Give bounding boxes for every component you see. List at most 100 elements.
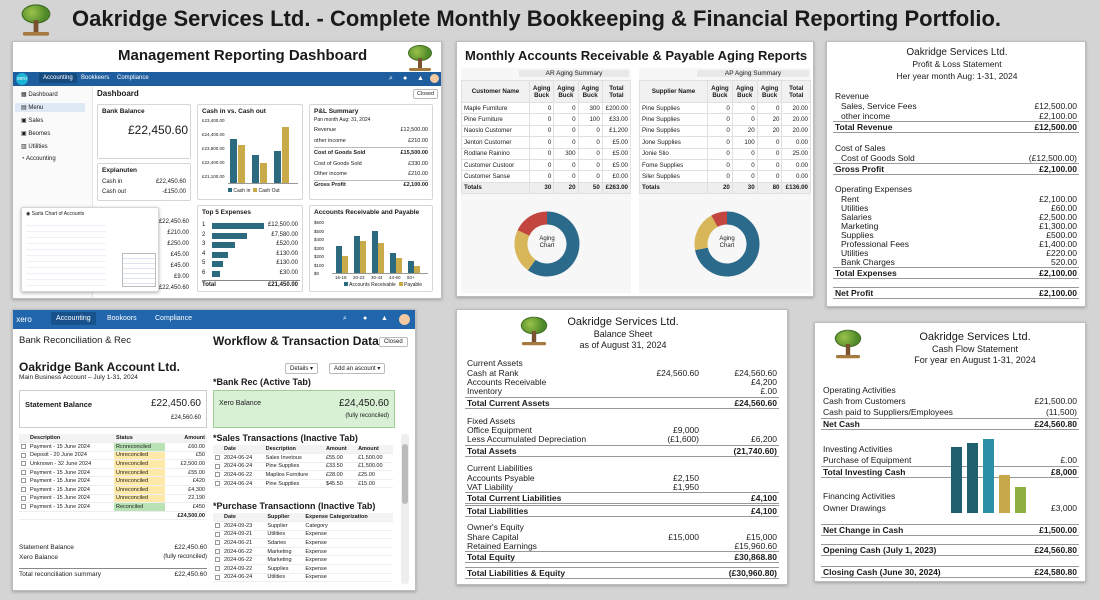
balance-line-label: Total Liabilities & Equity <box>467 568 566 578</box>
table-row[interactable]: 2024-09-21 Utilities Expense <box>213 530 393 540</box>
chart-of-accounts-card: ◉ Sarla Chart of Accounts <box>21 207 159 292</box>
column-header: Aging Buck <box>553 80 579 103</box>
table-row[interactable]: 2024-09-22 Supplies Expense <box>213 564 393 574</box>
balance-line-value: (21,740.60) <box>733 446 777 456</box>
row-checkbox[interactable] <box>215 454 220 460</box>
table-row[interactable]: Payment - 15 June 2024 Rcnreconciled £60.0… <box>19 442 207 452</box>
balance-line-subvalue: £1,950 <box>673 482 699 492</box>
row-checkbox[interactable] <box>21 469 26 475</box>
row-checkbox[interactable] <box>215 531 220 537</box>
help-icon[interactable]: ● <box>403 75 408 82</box>
row-checkbox[interactable] <box>21 478 26 484</box>
purchase-tab[interactable]: *Purchase Transactionn (Inactive Tab) <box>213 501 376 511</box>
row-checkbox[interactable] <box>215 472 220 478</box>
row-checkbox[interactable] <box>215 548 220 554</box>
chart-of-accounts-title: ◉ Sarla Chart of Accounts <box>26 211 85 217</box>
table-cell: £1,500.00 <box>356 453 393 463</box>
page-title: Oakridge Services Ltd. - Complete Monthl… <box>72 6 1002 31</box>
table-row[interactable]: Payment - 15 June 2024 Unreconciled £4,300 <box>19 485 207 495</box>
table-row[interactable]: Unknown - 32 June 2024 Unreconciled £2,500… <box>19 459 207 469</box>
pl-row-value: £210.00 <box>408 171 428 177</box>
xero-logo[interactable]: xero <box>16 315 32 324</box>
scrollbar[interactable] <box>401 434 409 584</box>
search-icon[interactable]: ⌕ <box>389 75 393 82</box>
row-checkbox[interactable] <box>215 522 220 528</box>
tab-compliance[interactable]: Compliance <box>117 75 149 81</box>
table-cell: Payment - 15 June 2024 <box>28 476 115 487</box>
help-icon[interactable]: ● <box>363 315 368 322</box>
add-account-dropdown[interactable]: Add an ascount ▾ <box>329 363 386 374</box>
table-row[interactable]: Payment - 15 June 2024 Unreconciled 22,190 <box>19 494 207 504</box>
table-row[interactable]: 2024-06-22 Marketing Expense <box>213 547 393 557</box>
row-checkbox[interactable] <box>215 463 220 469</box>
cashflow-line-label: Total Investing Cash <box>823 467 906 477</box>
table-row[interactable]: 2024-06-24 Sales Invetous £55.00 £1,500.00 <box>213 453 393 463</box>
closed-button[interactable]: Closed <box>379 337 408 347</box>
table-row[interactable]: 2024-06-24 Pine Supplies $45.50 £15.00 <box>213 479 393 489</box>
table-row[interactable]: 2024-06-21 Sdaries Expense <box>213 538 393 548</box>
row-checkbox[interactable] <box>21 461 26 467</box>
avatar[interactable] <box>430 74 439 83</box>
sidebar-item-sales[interactable]: ▣ Sales <box>21 118 44 124</box>
top5-total-value: £21,450.00 <box>267 282 298 288</box>
sidebar-item-menu[interactable]: ▤ Menu <box>15 103 85 112</box>
row-checkbox[interactable] <box>215 480 220 486</box>
row-checkbox[interactable] <box>21 443 26 449</box>
pl-line-value: £60.00 <box>1051 203 1077 213</box>
table-cell: £28.00 <box>323 470 357 480</box>
row-checkbox[interactable] <box>215 557 220 563</box>
pl-line-label: Bank Charges <box>841 257 895 267</box>
tab-accounting[interactable]: Accounting <box>39 73 77 83</box>
pl-line-value: 520.00 <box>1051 257 1077 267</box>
sidebar-item-accounting[interactable]: ◔ Accounting <box>21 156 56 162</box>
sidebar-item-utilities[interactable]: ▥ Utilities <box>21 144 48 150</box>
cashflow-line-value: £24,560.80 <box>1034 419 1077 429</box>
table-row[interactable]: 2024-06-22 Maplios Furniture £28.00 £25.00 <box>213 470 393 480</box>
row-checkbox[interactable] <box>21 504 26 510</box>
pl-row-label: other income <box>314 137 346 144</box>
cash-bar <box>260 163 267 183</box>
table-total-row: Totals 20 30 80 £136.00 <box>639 181 811 195</box>
details-dropdown[interactable]: Details ▾ <box>285 363 319 374</box>
dashboard-panel: Management Reporting Dashboard xero Acco… <box>12 41 442 299</box>
row-checkbox[interactable] <box>215 565 220 571</box>
table-row[interactable]: 2024-06-24 Utilities Expense <box>213 573 393 583</box>
xero-balance-box: Xero Balance £24,450.60 (fully reconcile… <box>213 390 395 428</box>
tab-bookkeers[interactable]: Bookkeers <box>81 75 110 81</box>
table-cell: 0 <box>528 158 555 172</box>
column-header: Status <box>114 434 166 444</box>
row-checkbox[interactable] <box>215 574 220 580</box>
table-row[interactable]: 2024-09-23 Supplier Category <box>213 521 393 531</box>
closed-button[interactable]: Closed <box>413 89 439 99</box>
accounts-list <box>26 220 106 288</box>
bank-rec-tab[interactable]: *Bank Rec (Active Tab) <box>213 377 311 387</box>
balance-line-label: Total Current Liabilities <box>467 493 562 503</box>
donut-slice <box>711 211 728 228</box>
row-checkbox[interactable] <box>215 540 220 546</box>
sidebar-item-beomes[interactable]: ▣ Beomes <box>21 131 51 137</box>
arap-title: Accounts Receivable and Payable <box>314 209 420 216</box>
table-cell: 0 <box>756 136 783 149</box>
row-checkbox[interactable] <box>21 452 26 458</box>
tab-bookoors[interactable]: Bookoors <box>107 315 137 322</box>
xero-logo[interactable]: xero <box>16 73 28 85</box>
avatar[interactable] <box>399 314 410 325</box>
table-row[interactable]: Deposit - 20 June 2024 Unreconciled £50 <box>19 451 207 461</box>
search-icon[interactable]: ⌕ <box>343 315 347 322</box>
row-checkbox[interactable] <box>21 495 26 501</box>
tab-accounting[interactable]: Accounting <box>51 312 96 325</box>
table-row[interactable]: Payment - 15 June 2024 Unreconciled £420 <box>19 476 207 487</box>
row-checkbox[interactable] <box>21 486 26 492</box>
tab-compliance[interactable]: Compliance <box>155 315 192 322</box>
table-row[interactable]: 2024-06-22 Marketing Expense <box>213 555 393 566</box>
bell-icon[interactable]: ▲ <box>381 315 388 322</box>
sidebar-item-dashboard[interactable]: ▦ Dashboard <box>21 92 58 98</box>
bell-icon[interactable]: ▲ <box>417 75 424 82</box>
balance-line-value: £24,560.60 <box>734 398 777 408</box>
table-cell: 0 <box>553 113 579 126</box>
sales-tab[interactable]: *Sales Transactions (Inactive Tab) <box>213 433 358 443</box>
table-row[interactable]: Payment - 15 June 2024 Reconciled £450 <box>19 502 207 512</box>
table-row[interactable]: 2024-06-24 Pine Supplies £33.50 £1,500.00 <box>213 462 393 472</box>
balance-company: Oakridge Services Ltd. <box>567 316 679 328</box>
table-row[interactable]: Payment - 15 June 2024 Unreconciled £55.00 <box>19 468 207 478</box>
